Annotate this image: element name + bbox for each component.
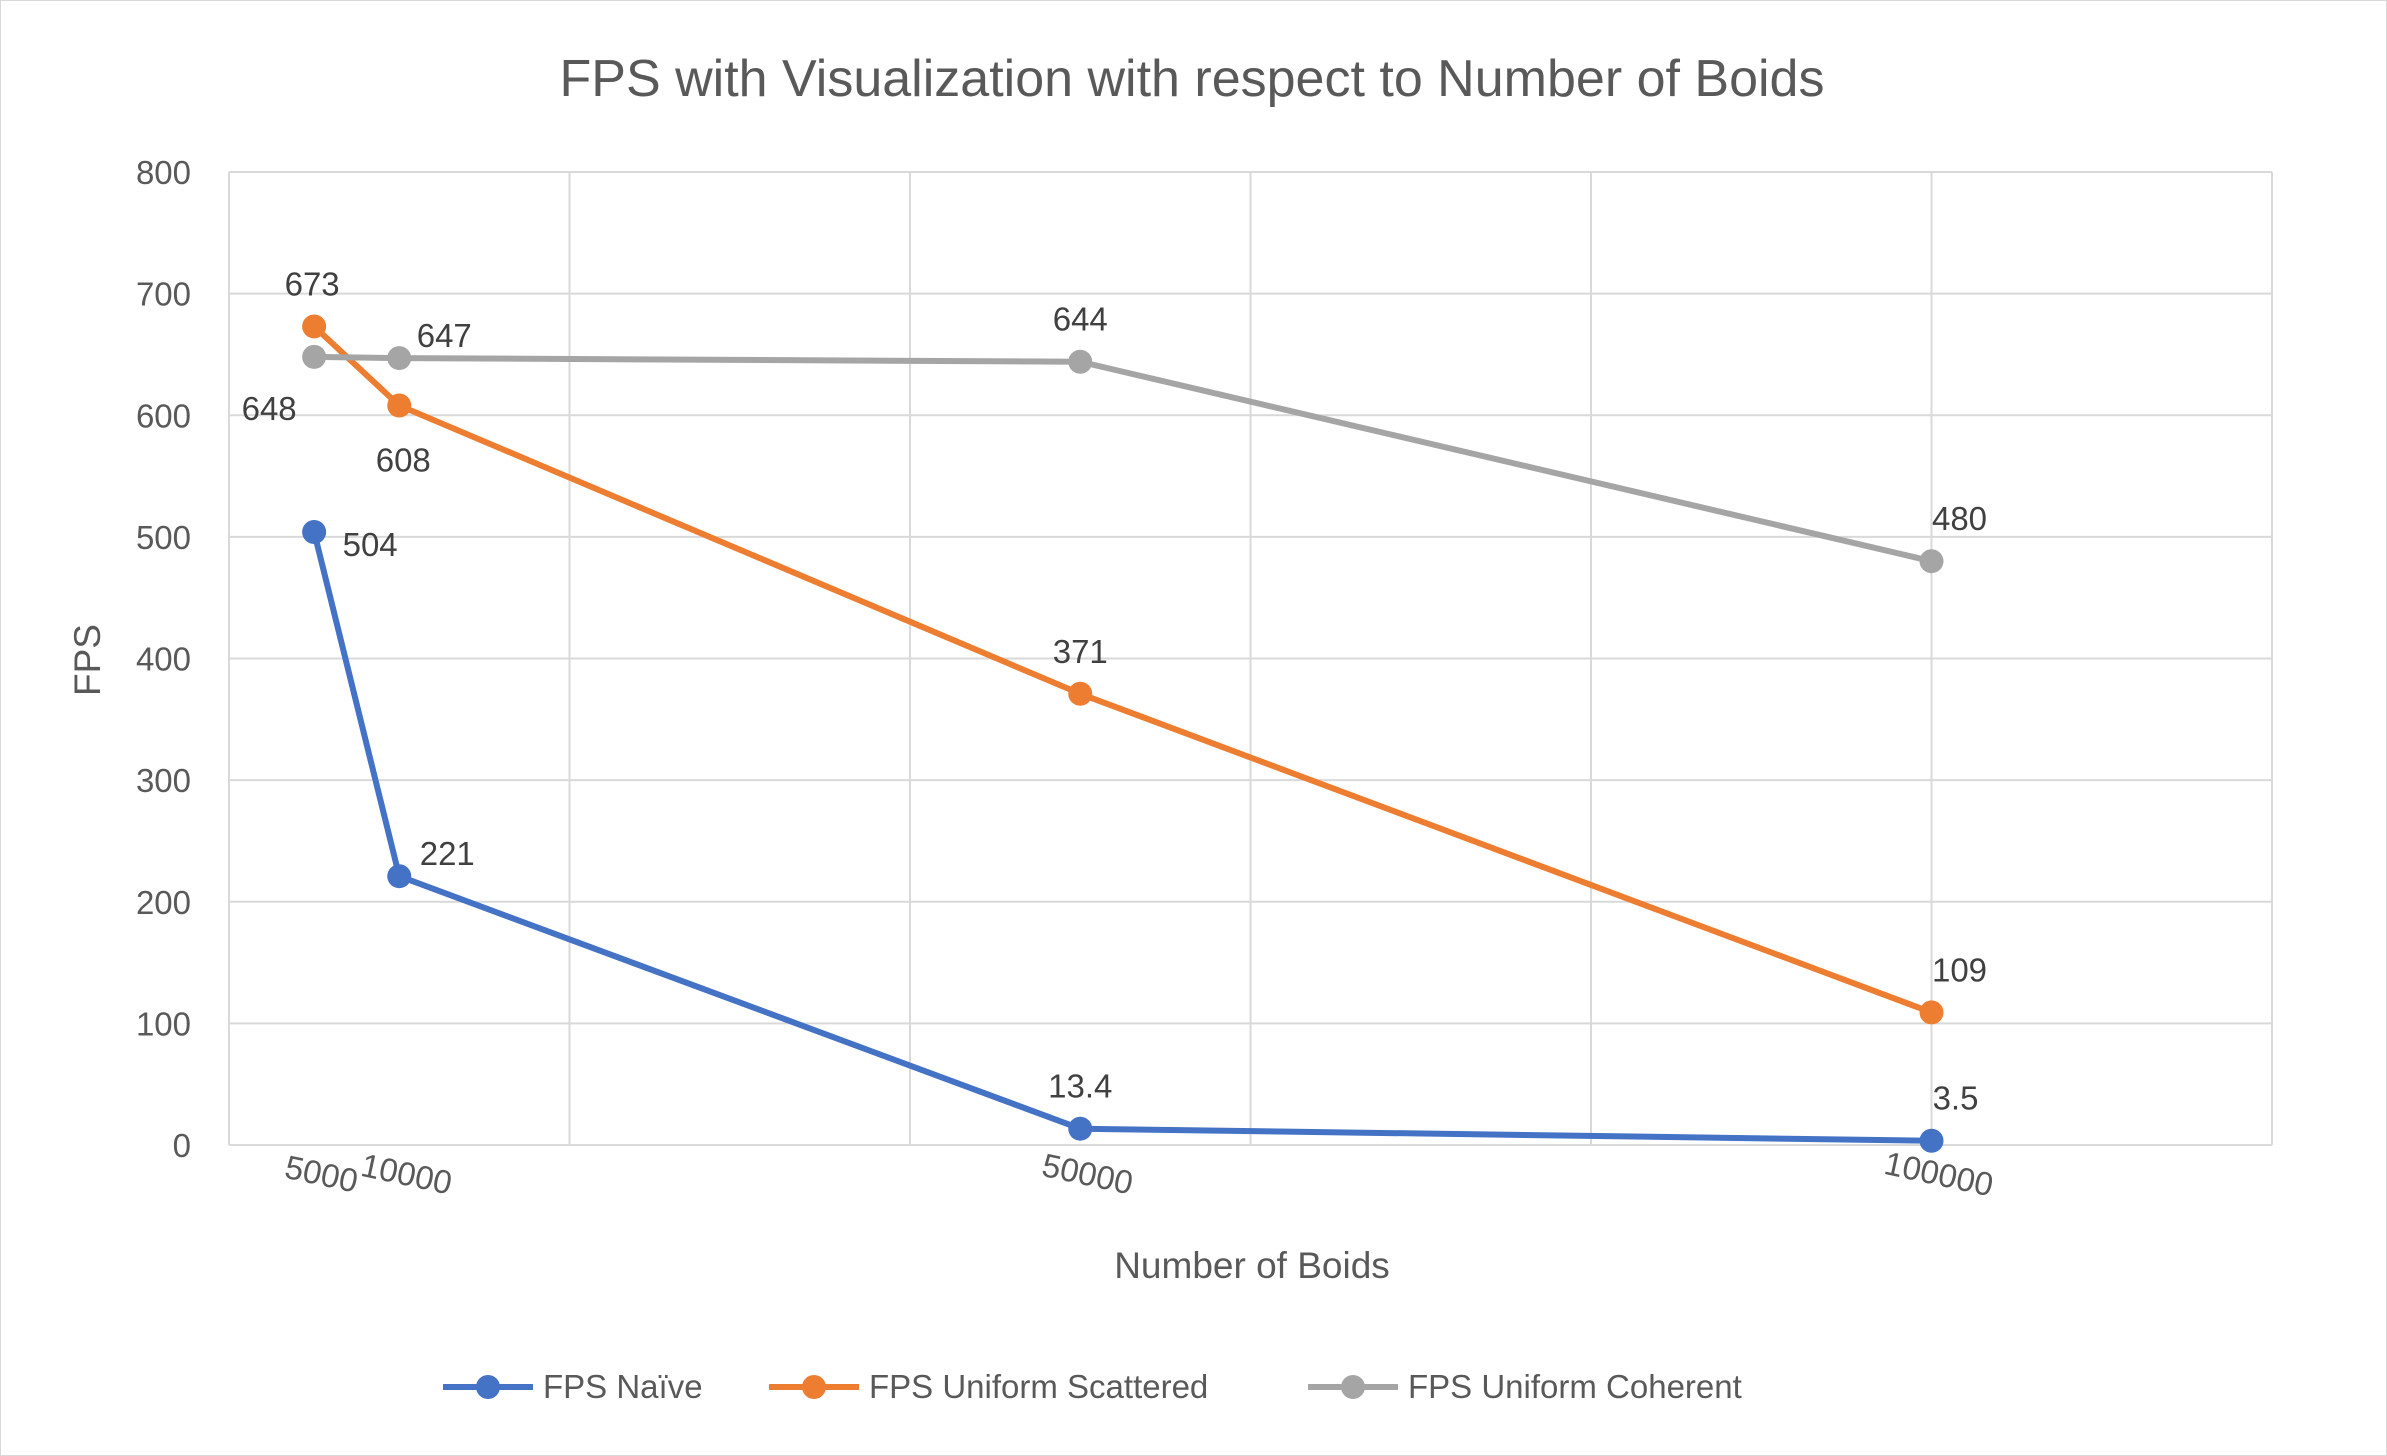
- data-label-2-1: 647: [417, 317, 472, 354]
- y-tick-label-5: 500: [136, 519, 191, 556]
- point-0-2: [1068, 1116, 1093, 1141]
- data-label-2-3: 480: [1932, 500, 1987, 537]
- data-label-0-3: 3.5: [1933, 1080, 1979, 1117]
- legend-label-2: FPS Uniform Coherent: [1408, 1368, 1742, 1405]
- x-tick-label-2: 50000: [1039, 1146, 1136, 1201]
- data-label-1-2: 371: [1053, 633, 1108, 670]
- point-2-0: [302, 344, 327, 369]
- y-tick-label-2: 200: [136, 884, 191, 921]
- data-label-2-0: 648: [242, 390, 297, 427]
- y-axis-ticks: 0 100 200 300 400 500 600 700 800: [136, 154, 191, 1164]
- legend-marker-1: [802, 1375, 826, 1399]
- legend-marker-0: [476, 1375, 500, 1399]
- data-label-0-2: 13.4: [1048, 1068, 1112, 1105]
- point-1-3: [1919, 1000, 1944, 1025]
- data-labels: 504 221 13.4 3.5 673 608 371 109 648 647 644 480: [242, 265, 1987, 1116]
- point-0-1: [387, 864, 412, 889]
- x-tick-label-1: 10000: [358, 1146, 455, 1201]
- point-1-2: [1068, 681, 1093, 706]
- series-lines: [302, 314, 1944, 1153]
- legend-label-0: FPS Naïve: [543, 1368, 703, 1405]
- x-axis-title: Number of Boids: [1114, 1245, 1390, 1286]
- point-2-3: [1919, 549, 1944, 574]
- point-0-3: [1919, 1128, 1944, 1153]
- data-label-1-0: 673: [285, 265, 340, 302]
- point-0-0: [302, 520, 327, 545]
- point-1-1: [387, 393, 412, 418]
- point-2-2: [1068, 349, 1093, 374]
- legend-marker-2: [1341, 1375, 1365, 1399]
- chart-title: FPS with Visualization with respect to N…: [560, 50, 1825, 108]
- legend: FPS Naïve FPS Uniform Scattered FPS Unifor…: [443, 1368, 1742, 1405]
- y-tick-label-1: 100: [136, 1005, 191, 1042]
- y-tick-label-3: 300: [136, 762, 191, 799]
- x-tick-label-3: 100000: [1881, 1144, 1996, 1203]
- y-tick-label-4: 400: [136, 641, 191, 678]
- y-tick-label-7: 700: [136, 276, 191, 313]
- point-2-1: [387, 346, 412, 371]
- gridlines: [228, 171, 2273, 1146]
- y-tick-label-0: 0: [173, 1127, 191, 1164]
- y-tick-label-8: 800: [136, 154, 191, 191]
- series-line-2: [314, 353, 1933, 565]
- data-label-1-1: 608: [376, 442, 431, 479]
- data-label-2-2: 644: [1053, 301, 1108, 338]
- data-label-1-3: 109: [1932, 951, 1987, 988]
- legend-label-1: FPS Uniform Scattered: [869, 1368, 1208, 1405]
- series-line-1: [312, 324, 1933, 1016]
- data-label-0-1: 221: [420, 835, 475, 872]
- y-tick-label-6: 600: [136, 397, 191, 434]
- x-tick-label-0: 5000: [282, 1148, 362, 1199]
- point-1-0: [302, 314, 327, 339]
- y-axis-title: FPS: [67, 624, 108, 696]
- data-label-0-0: 504: [343, 526, 398, 563]
- series-line-0: [311, 531, 1932, 1144]
